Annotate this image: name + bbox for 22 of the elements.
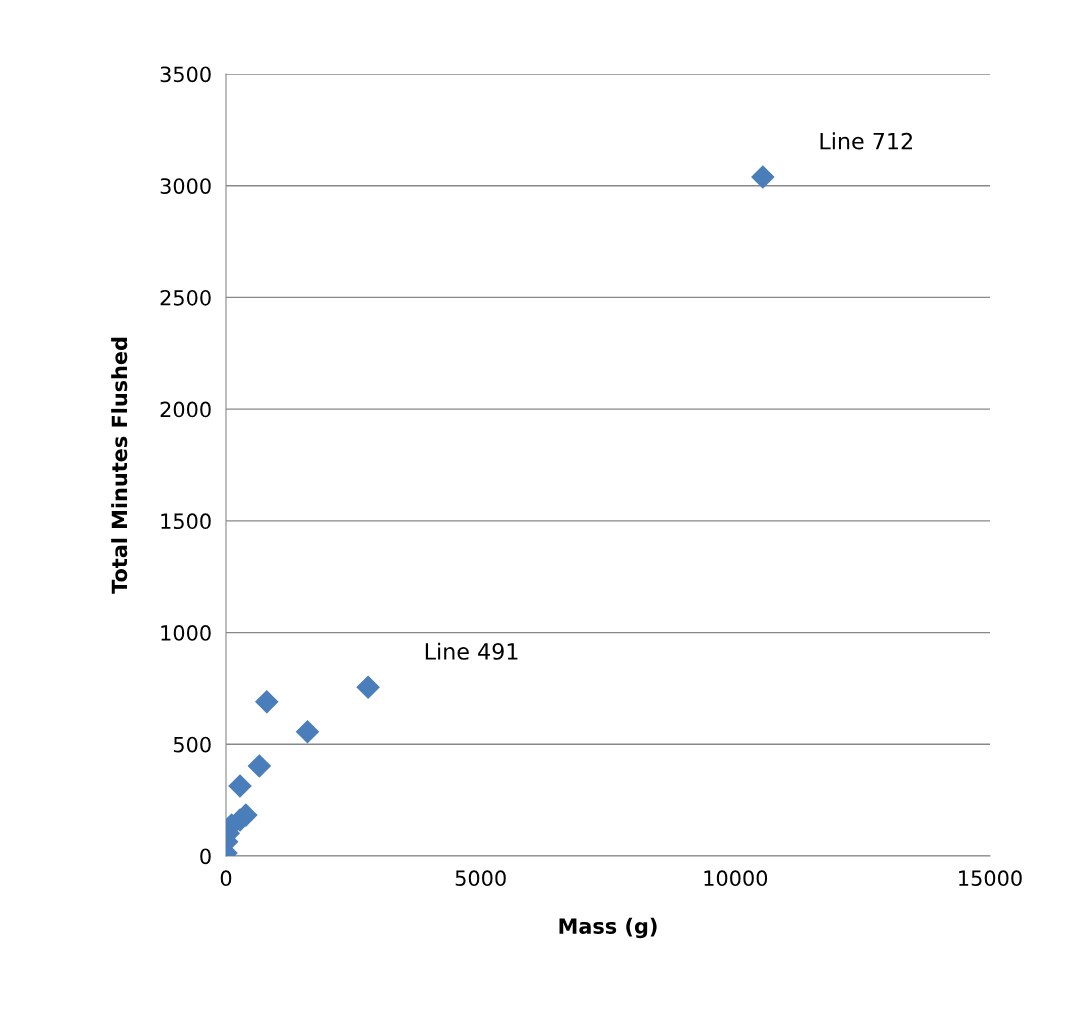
x-tick-label: 5000 — [455, 870, 506, 887]
y-axis-title: Total Minutes Flushed — [111, 337, 128, 594]
y-tick-label: 1000 — [161, 625, 211, 641]
y-tick-label: 500 — [173, 736, 211, 753]
y-tick-label: 0 — [200, 848, 211, 865]
x-tick-label: 15000 — [959, 870, 1022, 887]
x-axis-title: Mass (g) — [559, 917, 657, 939]
annotation: Line 712 — [820, 132, 912, 150]
x-tick-label: 0 — [220, 870, 232, 887]
point — [255, 690, 279, 714]
y-tick-label: 2000 — [160, 401, 211, 418]
y-tick-label: 2500 — [160, 289, 211, 306]
point — [751, 165, 775, 189]
y-tick-label: 1500 — [161, 513, 211, 530]
point — [228, 774, 252, 798]
y-tick-label: 3000 — [160, 178, 211, 194]
point — [247, 754, 271, 778]
point — [356, 675, 380, 699]
y-tick-label: 3500 — [160, 66, 211, 83]
annotation: Line 491 — [425, 642, 518, 660]
point — [295, 720, 319, 744]
x-tick-label: 10000 — [704, 870, 768, 887]
